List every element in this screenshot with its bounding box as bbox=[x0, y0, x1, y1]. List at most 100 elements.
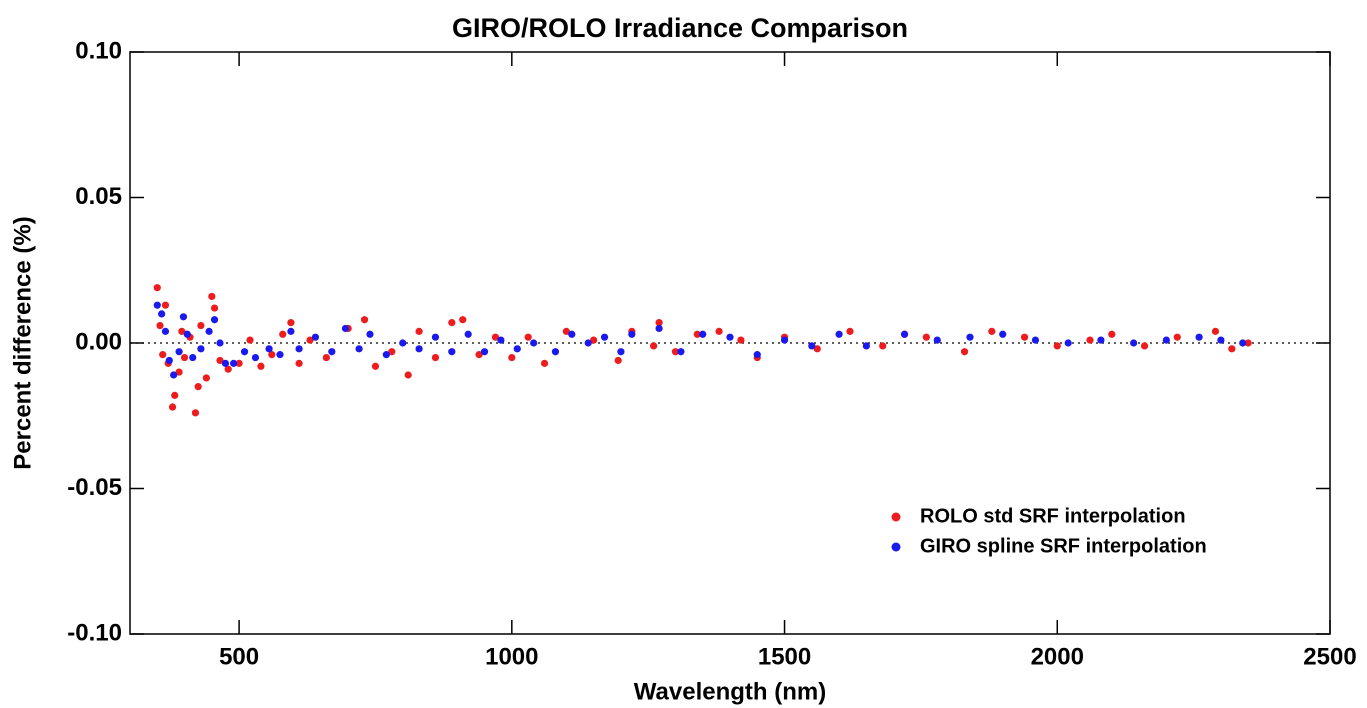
point bbox=[1162, 336, 1170, 344]
point bbox=[328, 348, 336, 356]
point bbox=[341, 324, 350, 333]
point bbox=[737, 336, 745, 344]
legend-label: GIRO spline SRF interpolation bbox=[920, 535, 1207, 557]
x-axis-label: Wavelength (nm) bbox=[634, 678, 826, 705]
point bbox=[183, 330, 191, 338]
point bbox=[171, 391, 179, 399]
y-tick-label: 0.05 bbox=[75, 183, 122, 210]
point bbox=[279, 330, 287, 338]
point bbox=[306, 336, 314, 344]
point bbox=[1053, 342, 1061, 350]
point bbox=[988, 327, 996, 335]
point bbox=[715, 327, 723, 335]
point bbox=[562, 327, 570, 335]
point bbox=[540, 359, 549, 367]
point bbox=[246, 336, 254, 344]
point bbox=[600, 333, 609, 341]
point bbox=[1173, 333, 1181, 341]
point bbox=[268, 351, 276, 359]
x-tick-label: 2500 bbox=[1303, 643, 1356, 670]
point bbox=[202, 374, 210, 382]
point bbox=[617, 348, 625, 356]
point bbox=[221, 359, 230, 367]
point bbox=[170, 371, 178, 379]
point bbox=[1195, 333, 1203, 341]
point bbox=[179, 313, 188, 321]
point bbox=[693, 330, 701, 338]
point bbox=[168, 403, 177, 411]
point bbox=[1086, 336, 1094, 344]
point bbox=[966, 333, 974, 341]
point bbox=[431, 333, 440, 341]
point bbox=[240, 348, 249, 356]
point bbox=[671, 348, 680, 356]
point bbox=[235, 359, 243, 367]
point bbox=[530, 339, 538, 347]
point bbox=[900, 330, 909, 338]
point bbox=[568, 330, 576, 338]
point bbox=[159, 351, 167, 359]
point bbox=[205, 327, 213, 335]
point bbox=[699, 330, 707, 338]
point bbox=[399, 339, 407, 347]
point bbox=[590, 336, 598, 344]
point bbox=[371, 362, 380, 370]
point bbox=[251, 353, 260, 362]
point bbox=[677, 348, 685, 356]
point bbox=[726, 333, 734, 341]
point bbox=[1244, 339, 1252, 347]
point bbox=[216, 356, 224, 365]
point bbox=[780, 336, 789, 344]
point bbox=[464, 330, 472, 338]
point bbox=[933, 336, 941, 344]
point bbox=[650, 342, 658, 350]
point bbox=[551, 348, 560, 356]
point bbox=[208, 292, 216, 301]
point bbox=[1097, 336, 1105, 344]
point bbox=[161, 327, 170, 335]
legend-marker bbox=[891, 512, 901, 522]
point bbox=[360, 316, 369, 324]
point bbox=[265, 345, 273, 353]
point bbox=[276, 351, 284, 359]
legend-label: ROLO std SRF interpolation bbox=[920, 505, 1186, 527]
point bbox=[808, 342, 816, 350]
point bbox=[813, 345, 821, 353]
point bbox=[753, 351, 761, 359]
chart-title: GIRO/ROLO Irradiance Comparison bbox=[452, 13, 908, 43]
point bbox=[287, 327, 295, 335]
point bbox=[153, 301, 161, 309]
point bbox=[1130, 339, 1138, 347]
point bbox=[1020, 333, 1029, 341]
point bbox=[224, 365, 232, 373]
legend-marker bbox=[891, 542, 901, 552]
x-tick-label: 2000 bbox=[1031, 643, 1084, 670]
point bbox=[448, 348, 456, 356]
point bbox=[1239, 339, 1247, 347]
point bbox=[879, 342, 887, 350]
point bbox=[153, 284, 161, 292]
point bbox=[382, 351, 390, 359]
point bbox=[1031, 336, 1040, 344]
point bbox=[999, 330, 1007, 338]
point bbox=[180, 353, 189, 362]
point bbox=[960, 348, 969, 356]
point bbox=[210, 316, 219, 324]
point bbox=[1064, 339, 1072, 347]
point bbox=[1108, 330, 1116, 338]
point bbox=[287, 319, 295, 327]
point bbox=[655, 324, 663, 333]
point bbox=[491, 333, 500, 341]
point bbox=[655, 319, 663, 327]
point bbox=[355, 345, 363, 353]
point bbox=[448, 319, 456, 327]
x-tick-label: 1500 bbox=[758, 643, 811, 670]
y-axis-label: Percent difference (%) bbox=[9, 216, 36, 469]
point bbox=[197, 345, 205, 353]
point bbox=[459, 316, 467, 324]
point bbox=[1217, 336, 1225, 344]
point bbox=[846, 327, 854, 335]
point bbox=[295, 359, 303, 367]
point bbox=[1228, 345, 1236, 353]
